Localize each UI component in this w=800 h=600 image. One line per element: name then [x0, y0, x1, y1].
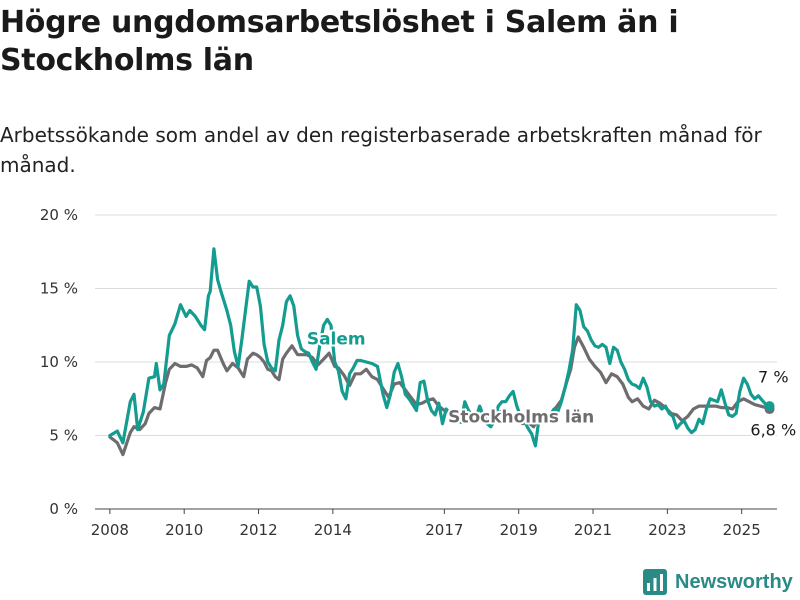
end-value-stockholm: 6,8 %	[750, 421, 796, 440]
x-tick-label: 2019	[500, 521, 538, 539]
x-tick-label: 2017	[425, 521, 463, 539]
y-tick-label: 0 %	[49, 500, 78, 518]
y-tick-label: 15 %	[40, 280, 78, 298]
series-lines	[108, 247, 775, 457]
y-axis-ticks: 0 % 5 % 10 % 15 % 20 %	[40, 206, 78, 518]
y-tick-label: 5 %	[49, 427, 78, 445]
x-tick-label: 2008	[91, 521, 129, 539]
series-end-dot-salem	[764, 401, 775, 412]
newsworthy-icon	[643, 569, 667, 595]
gridlines	[95, 214, 777, 510]
newsworthy-logo: Newsworthy	[643, 569, 793, 595]
x-tick-label: 2023	[648, 521, 686, 539]
line-chart: 0 %5 %10 %15 %20 % 2008 2010 2012 2014 2017 2…	[40, 206, 798, 539]
chart-title: Högre ungdomsarbetslöshet i Salem än i S…	[0, 5, 679, 78]
x-tick-label: 2021	[574, 521, 612, 539]
series-line-salem	[108, 247, 772, 448]
chart-subtitle: Arbetssökande som andel av den registerb…	[0, 123, 762, 177]
end-value-salem: 7 %	[758, 368, 788, 387]
x-tick-label: 2014	[314, 521, 352, 539]
series-label-salem: Salem	[307, 329, 366, 349]
series-labels: Salem Stockholms län 7 % 6,8 %	[305, 327, 798, 441]
brand-name: Newsworthy	[675, 570, 793, 593]
x-axis-ticks: 2008 2010 2012 2014 2017 2019 2021 2023 2025	[91, 509, 761, 539]
series-label-stockholm: Stockholms län	[448, 407, 594, 427]
x-tick-label: 2025	[723, 521, 761, 539]
x-tick-label: 2010	[165, 521, 203, 539]
x-tick-label: 2012	[239, 521, 277, 539]
y-tick-label: 20 %	[40, 206, 78, 224]
series-line-stockholm	[108, 335, 772, 457]
y-tick-label: 10 %	[40, 353, 78, 371]
